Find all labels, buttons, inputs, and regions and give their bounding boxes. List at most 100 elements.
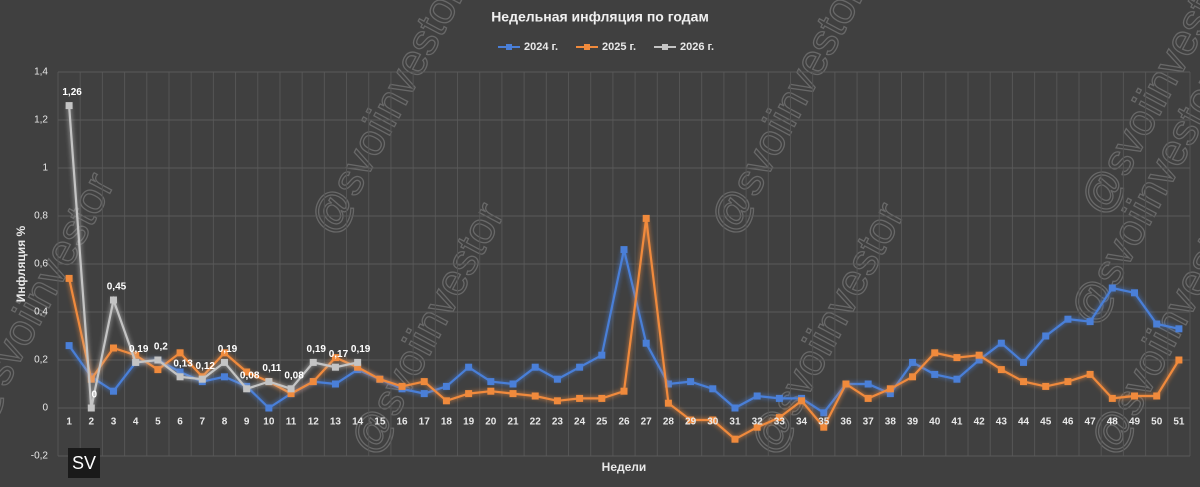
point xyxy=(576,363,584,371)
x-tick-label: 6 xyxy=(177,417,183,428)
data-label: 0,12 xyxy=(196,361,216,372)
y-tick-label: 0,6 xyxy=(34,259,48,270)
point xyxy=(997,366,1005,374)
data-label: 0 xyxy=(92,390,98,401)
point xyxy=(176,349,184,357)
point xyxy=(331,354,339,362)
y-tick-label: 0,2 xyxy=(34,355,48,366)
point xyxy=(1042,382,1050,390)
point xyxy=(576,394,584,402)
point xyxy=(598,394,606,402)
x-tick-label: 15 xyxy=(374,417,386,428)
point xyxy=(354,358,362,366)
point xyxy=(243,368,251,376)
point xyxy=(1020,358,1028,366)
x-tick-label: 5 xyxy=(155,417,161,428)
x-tick-label: 1 xyxy=(66,417,72,428)
point xyxy=(642,214,650,222)
point xyxy=(1020,378,1028,386)
point xyxy=(487,387,495,395)
x-tick-label: 27 xyxy=(641,417,653,428)
point xyxy=(664,399,672,407)
x-tick-label: 11 xyxy=(286,417,297,428)
point xyxy=(354,363,362,371)
x-tick-label: 3 xyxy=(111,417,117,428)
point xyxy=(1175,325,1183,333)
point xyxy=(398,382,406,390)
point xyxy=(531,363,539,371)
point xyxy=(931,370,939,378)
point xyxy=(176,368,184,376)
y-tick-label: -0,2 xyxy=(31,451,49,462)
point xyxy=(775,394,783,402)
point xyxy=(1153,320,1161,328)
x-tick-label: 46 xyxy=(1062,417,1074,428)
logo-box xyxy=(68,448,100,478)
x-tick-label: 8 xyxy=(222,417,228,428)
point xyxy=(287,385,295,393)
point xyxy=(820,423,828,431)
point xyxy=(975,356,983,364)
data-label: 0,19 xyxy=(351,344,371,355)
x-tick-label: 12 xyxy=(308,417,320,428)
y-tick-label: 0 xyxy=(42,403,48,414)
x-tick-label: 44 xyxy=(1018,417,1030,428)
point xyxy=(154,356,162,364)
x-tick-label: 24 xyxy=(574,417,586,428)
x-tick-label: 4 xyxy=(133,417,139,428)
point xyxy=(553,397,561,405)
legend-marker xyxy=(506,44,512,50)
legend-label: 2024 г. xyxy=(524,41,558,53)
y-axis-label: Инфляция % xyxy=(14,225,28,302)
data-label: 0,13 xyxy=(173,358,193,369)
point xyxy=(331,380,339,388)
data-label: 1,26 xyxy=(62,87,82,98)
point xyxy=(442,382,450,390)
point xyxy=(309,358,317,366)
x-tick-label: 29 xyxy=(685,417,697,428)
point xyxy=(198,375,206,383)
point xyxy=(664,380,672,388)
x-tick-label: 25 xyxy=(596,417,608,428)
x-tick-label: 16 xyxy=(396,417,408,428)
point xyxy=(531,392,539,400)
point xyxy=(886,385,894,393)
point xyxy=(420,378,428,386)
x-tick-label: 2 xyxy=(89,417,95,428)
data-label: 0,45 xyxy=(107,282,127,293)
x-tick-label: 45 xyxy=(1040,417,1052,428)
point xyxy=(109,296,117,304)
data-label: 0,11 xyxy=(262,363,281,374)
x-tick-label: 17 xyxy=(419,417,431,428)
x-tick-label: 19 xyxy=(463,417,475,428)
x-tick-label: 23 xyxy=(552,417,564,428)
point xyxy=(87,404,95,412)
y-tick-label: 0,4 xyxy=(34,307,48,318)
point xyxy=(820,409,828,417)
point xyxy=(109,387,117,395)
point xyxy=(1086,318,1094,326)
point xyxy=(975,351,983,359)
point xyxy=(65,102,73,110)
point xyxy=(287,390,295,398)
y-tick-label: 1 xyxy=(42,163,48,174)
data-label: 0,2 xyxy=(154,342,168,353)
x-tick-label: 37 xyxy=(863,417,875,428)
point xyxy=(864,394,872,402)
point xyxy=(109,344,117,352)
x-tick-label: 20 xyxy=(485,417,497,428)
point xyxy=(953,354,961,362)
x-tick-label: 21 xyxy=(507,417,519,428)
x-tick-label: 36 xyxy=(840,417,852,428)
x-tick-label: 10 xyxy=(263,417,275,428)
x-tick-label: 7 xyxy=(199,417,205,428)
y-tick-label: 0,8 xyxy=(34,211,48,222)
x-tick-label: 34 xyxy=(796,417,808,428)
point xyxy=(220,349,228,357)
point xyxy=(709,385,717,393)
x-tick-label: 47 xyxy=(1085,417,1097,428)
point xyxy=(731,404,739,412)
x-tick-label: 28 xyxy=(663,417,675,428)
